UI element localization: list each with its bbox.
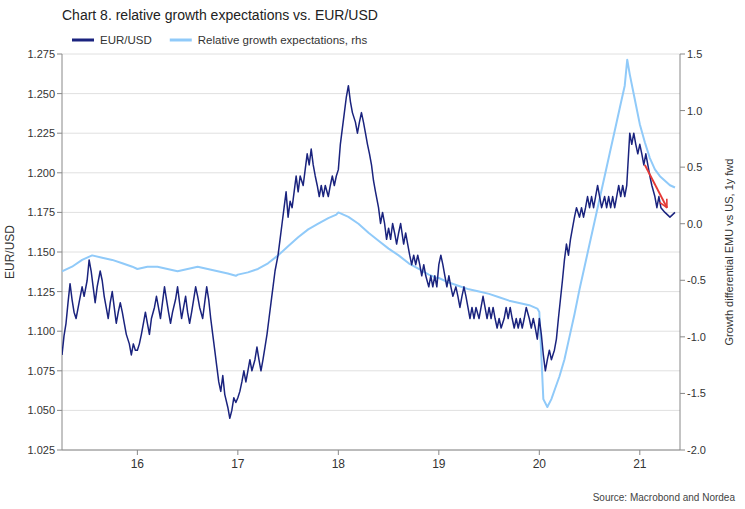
chart: 16 17 18 19 20 21 1.025 1.050 1.075 1.100 1.125 1.1… [0,0,745,509]
x-tick [338,450,339,455]
grid-line [62,370,680,371]
x-tick-label: 17 [231,457,245,471]
y2-tick-label: -1.5 [687,387,706,399]
y-tick [57,212,62,213]
x-tick-label: 19 [432,457,446,471]
x-tick [639,450,640,455]
x-tick [438,450,439,455]
legend-label: EUR/USD [100,34,152,46]
y-tick-label: 1.275 [27,48,55,60]
y2-tick [680,167,685,168]
y-tick [57,93,62,94]
title: Chart 8. relative growth expectations vs… [62,7,378,23]
y-tick-label: 1.050 [27,404,55,416]
y-tick [57,410,62,411]
y-tick [57,450,62,451]
grid-line [62,291,680,292]
x-tick-label: 20 [533,457,547,471]
y-tick-label: 1.025 [27,444,55,456]
legend: EUR/USD Relative growth expectations, rhs [72,34,367,46]
y2-axis-line [680,54,681,450]
y2-tick [680,336,685,337]
grid-line [62,93,680,94]
axes: 16 17 18 19 20 21 1.025 1.050 1.075 1.100 1.125 1.1… [27,48,706,471]
x-tick-label: 18 [332,457,346,471]
y-tick [57,291,62,292]
y2-tick-label: 1.5 [687,48,702,60]
y2-tick-label: 1.0 [687,105,702,117]
x-axis-line [62,450,680,451]
y-tick-label: 1.200 [27,167,55,179]
y-tick-label: 1.125 [27,286,55,298]
grid-line [62,331,680,332]
grid-line [62,212,680,213]
y-tick-label: 1.225 [27,127,55,139]
x-tick [237,450,238,455]
y2-tick-label: 0.5 [687,161,702,173]
y-tick [57,133,62,134]
y-tick [57,54,62,55]
grid-line [62,410,680,411]
y2-tick [680,450,685,451]
y2-tick [680,280,685,281]
y-tick-label: 1.175 [27,206,55,218]
y-tick [57,370,62,371]
y2-tick [680,110,685,111]
legend-label: Relative growth expectations, rhs [198,34,368,46]
plot-area [62,60,675,419]
source-note: Source: Macrobond and Nordea [593,492,736,503]
series-line [62,60,675,407]
legend-swatch [72,39,94,42]
arrow [645,165,667,208]
y-tick [57,252,62,253]
x-tick [539,450,540,455]
y-tick [57,172,62,173]
x-tick [137,450,138,455]
grid-line [62,172,680,173]
y-tick-label: 1.250 [27,88,55,100]
y2-tick-label: 0.0 [687,218,702,230]
y2-axis-label: Growth differential EMU vs US, 1y fwd [723,159,735,346]
y-tick-label: 1.075 [27,365,55,377]
y2-tick [680,393,685,394]
grid [62,54,680,450]
grid-line [62,133,680,134]
series-line [62,86,675,419]
y2-tick-label: -2.0 [687,444,706,456]
y2-tick-label: -1.0 [687,331,706,343]
y2-tick [680,223,685,224]
y-tick-label: 1.150 [27,246,55,258]
y-tick-label: 1.100 [27,325,55,337]
x-tick-label: 21 [633,457,647,471]
grid-line [62,450,680,451]
y2-tick-label: -0.5 [687,274,706,286]
y2-tick [680,54,685,55]
x-tick-label: 16 [131,457,145,471]
legend-swatch [170,39,192,42]
grid-line [62,54,680,55]
y-axis-label: EUR/USD [3,225,17,279]
y-tick [57,331,62,332]
